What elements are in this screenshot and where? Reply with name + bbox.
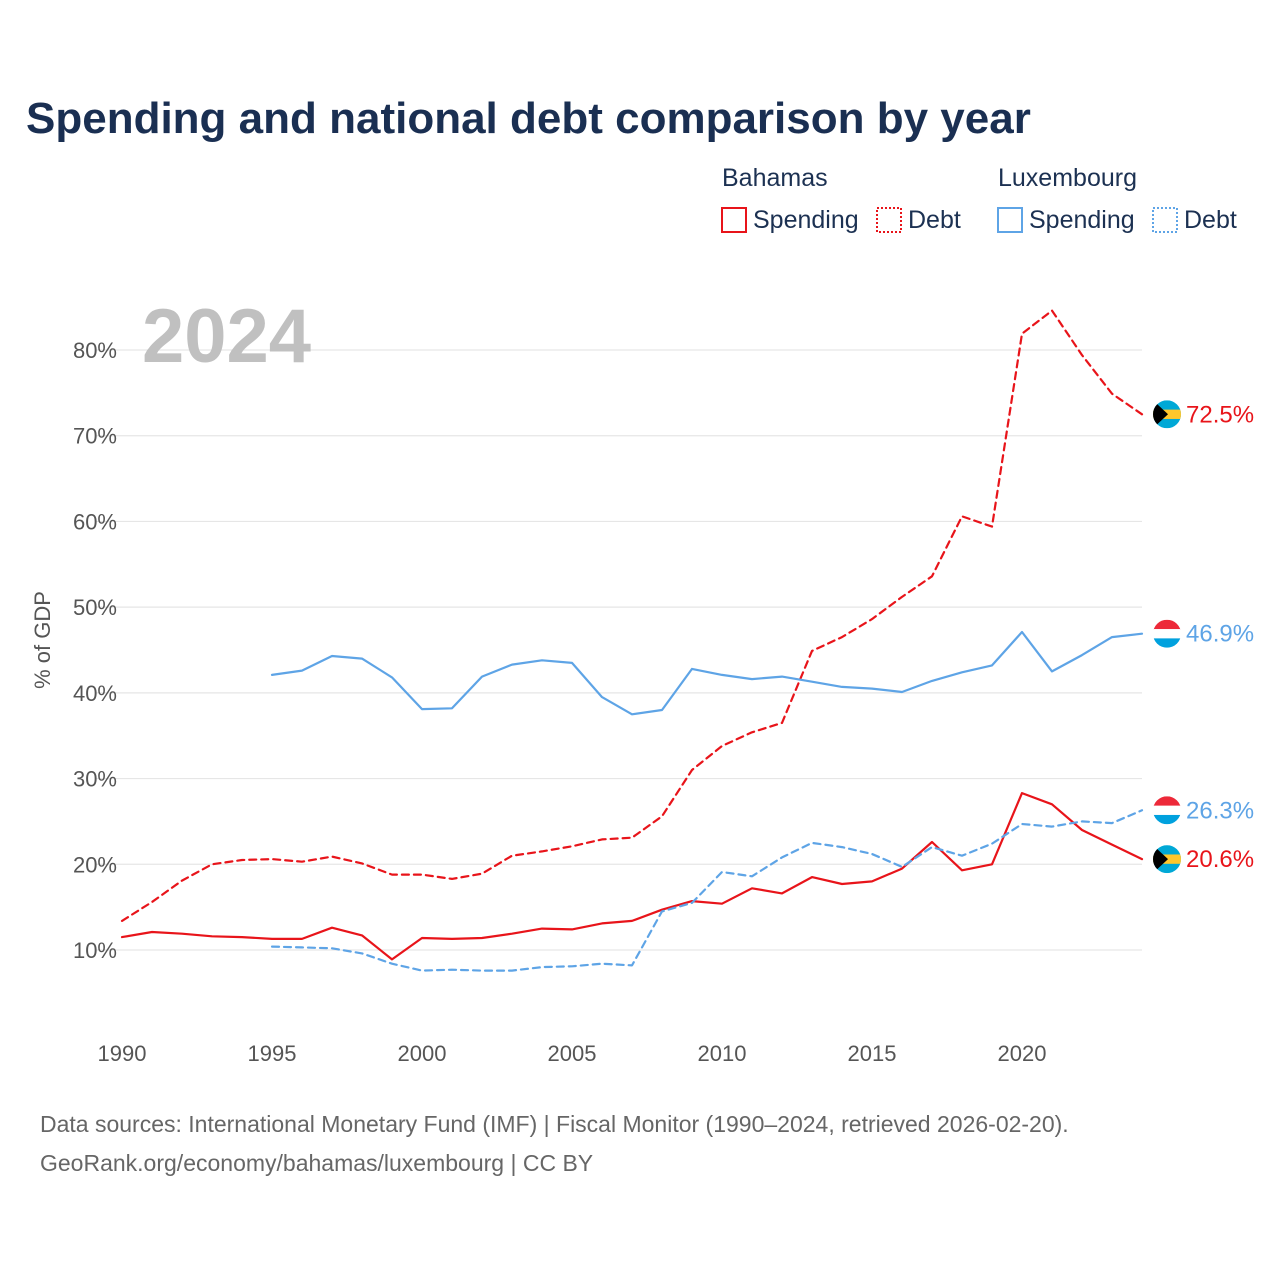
- legend-label-debt: Debt: [908, 206, 961, 234]
- x-tick-label: 2020: [998, 1041, 1047, 1066]
- y-tick-label: 50%: [73, 595, 117, 620]
- grid-lines: [95, 349, 1142, 951]
- x-axis-ticks: 1990 1995 2000 2005 2010 2015 2020: [98, 1041, 1047, 1066]
- y-tick-label: 30%: [73, 767, 117, 792]
- y-tick-label: 40%: [73, 681, 117, 706]
- luxembourg-flag-icon: [1153, 796, 1181, 825]
- end-value-label: 20.6%: [1186, 846, 1254, 873]
- legend-swatch-spending: [721, 207, 747, 233]
- end-labels: 72.5% 46.9% 26.3% 20.6%: [1153, 400, 1254, 874]
- bahamas-debt-line: [120, 309, 1144, 923]
- x-tick-label: 2000: [398, 1041, 447, 1066]
- legend-label-spending: Spending: [1029, 206, 1135, 234]
- x-tick-label: 2005: [548, 1041, 597, 1066]
- bahamas-flag-icon: [1153, 400, 1181, 429]
- end-value-label: 26.3%: [1186, 797, 1254, 824]
- bahamas-spending-line: [120, 791, 1144, 961]
- y-tick-label: 20%: [73, 852, 117, 877]
- x-tick-label: 2015: [848, 1041, 897, 1066]
- y-axis-ticks: 10% 20% 30% 40% 50% 60% 70% 80%: [73, 338, 117, 963]
- legend-label-debt: Debt: [1184, 206, 1237, 234]
- end-value-label: 46.9%: [1186, 621, 1254, 648]
- end-value-label: 72.5%: [1186, 401, 1254, 428]
- source-line-2: GeoRank.org/economy/bahamas/luxembourg |…: [40, 1150, 593, 1176]
- y-axis-label: % of GDP: [30, 591, 55, 689]
- legend: Bahamas Spending Debt Luxembourg Spending Deb…: [721, 164, 1237, 234]
- y-tick-label: 10%: [73, 938, 117, 963]
- legend-swatch-debt: [1152, 207, 1178, 233]
- bahamas-flag-icon: [1153, 845, 1181, 874]
- legend-group-bahamas: Bahamas: [722, 164, 828, 192]
- x-tick-label: 1990: [98, 1041, 147, 1066]
- legend-swatch-debt: [876, 207, 902, 233]
- chart-title: Spending and national debt comparison by…: [26, 94, 1031, 143]
- source-line-1: Data sources: International Monetary Fun…: [40, 1111, 1069, 1137]
- x-tick-label: 1995: [248, 1041, 297, 1066]
- legend-label-spending: Spending: [753, 206, 859, 234]
- current-year-label: 2024: [142, 294, 311, 379]
- legend-swatch-spending: [997, 207, 1023, 233]
- x-tick-label: 2010: [698, 1041, 747, 1066]
- luxembourg-debt-line: [270, 809, 1144, 972]
- legend-group-luxembourg: Luxembourg: [998, 164, 1137, 192]
- y-tick-label: 80%: [73, 338, 117, 363]
- y-tick-label: 60%: [73, 509, 117, 534]
- series-lines: [120, 309, 1144, 972]
- luxembourg-spending-line: [270, 630, 1144, 716]
- luxembourg-flag-icon: [1153, 619, 1181, 648]
- y-tick-label: 70%: [73, 424, 117, 449]
